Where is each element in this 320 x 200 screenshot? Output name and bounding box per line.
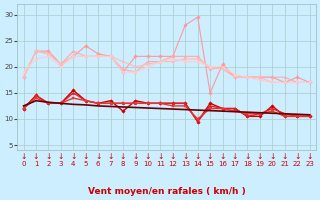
Text: ↓: ↓: [195, 152, 201, 161]
Text: ↓: ↓: [182, 152, 188, 161]
Text: ↓: ↓: [108, 152, 114, 161]
Text: ↓: ↓: [282, 152, 288, 161]
Text: ↓: ↓: [244, 152, 251, 161]
Text: ↓: ↓: [120, 152, 126, 161]
Text: ↓: ↓: [232, 152, 238, 161]
Text: ↓: ↓: [257, 152, 263, 161]
Text: ↓: ↓: [170, 152, 176, 161]
X-axis label: Vent moyen/en rafales ( km/h ): Vent moyen/en rafales ( km/h ): [88, 187, 245, 196]
Text: ↓: ↓: [307, 152, 313, 161]
Text: ↓: ↓: [145, 152, 151, 161]
Text: ↓: ↓: [294, 152, 300, 161]
Text: ↓: ↓: [45, 152, 52, 161]
Text: ↓: ↓: [20, 152, 27, 161]
Text: ↓: ↓: [33, 152, 39, 161]
Text: ↓: ↓: [157, 152, 164, 161]
Text: ↓: ↓: [95, 152, 101, 161]
Text: ↓: ↓: [207, 152, 213, 161]
Text: ↓: ↓: [83, 152, 89, 161]
Text: ↓: ↓: [58, 152, 64, 161]
Text: ↓: ↓: [220, 152, 226, 161]
Text: ↓: ↓: [70, 152, 76, 161]
Text: ↓: ↓: [132, 152, 139, 161]
Text: ↓: ↓: [269, 152, 276, 161]
